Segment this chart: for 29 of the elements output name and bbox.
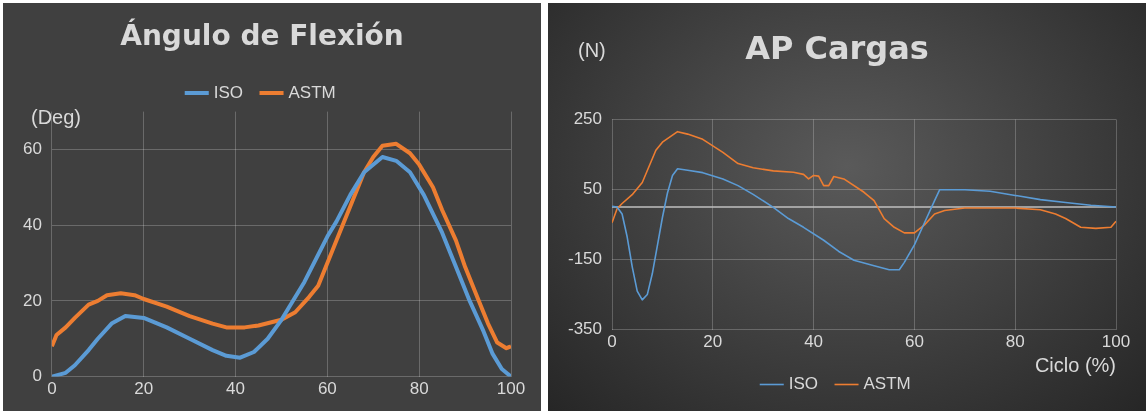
x-tick-label: 60 — [317, 379, 337, 399]
y-tick-label: 40 — [22, 214, 42, 234]
y-axis-title: (Deg) — [31, 105, 82, 128]
x-tick-label: 40 — [804, 332, 824, 352]
x-tick-label: 100 — [496, 379, 526, 399]
x-tick-label: 80 — [1005, 332, 1025, 352]
x-axis-title: Ciclo (%) — [1034, 353, 1116, 376]
x-tick-label: 80 — [409, 379, 429, 399]
legend-label: ASTM — [863, 374, 911, 394]
chart-title: Ángulo de Flexión — [120, 18, 404, 53]
y-tick-label: 250 — [573, 109, 603, 129]
y-tick-label: -150 — [567, 249, 603, 269]
x-tick-label: 0 — [47, 379, 57, 399]
y-tick-label: 0 — [32, 366, 42, 386]
x-tick-label: 20 — [134, 379, 154, 399]
y-tick-label: -350 — [567, 319, 603, 339]
legend-label: ISO — [213, 82, 244, 102]
x-tick-label: 40 — [226, 379, 246, 399]
legend-label: ASTM — [288, 82, 336, 102]
y-tick-label: 50 — [583, 179, 603, 199]
x-tick-label: 0 — [607, 332, 617, 352]
x-tick-label: 20 — [703, 332, 723, 352]
y-tick-label: 20 — [22, 290, 42, 310]
x-tick-label: 100 — [1101, 332, 1131, 352]
chart-title: AP Cargas — [745, 28, 929, 67]
y-tick-label: 60 — [22, 139, 42, 159]
x-tick-label: 60 — [904, 332, 924, 352]
y-axis-title: (N) — [578, 38, 606, 61]
legend-label: ISO — [788, 374, 819, 394]
